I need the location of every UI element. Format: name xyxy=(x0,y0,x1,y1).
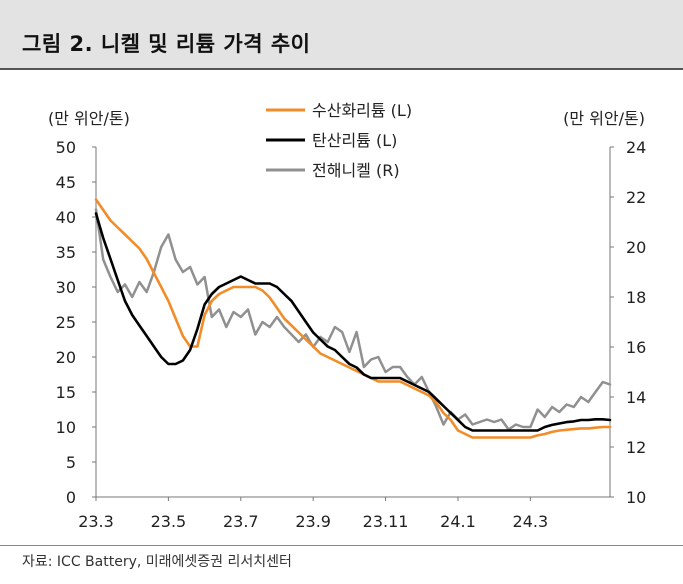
right-tick-label: 16 xyxy=(626,338,646,357)
right-tick-label: 18 xyxy=(626,288,646,307)
right-tick-label: 10 xyxy=(626,488,646,507)
left-tick-label: 40 xyxy=(56,208,76,227)
x-tick-label: 23.9 xyxy=(295,512,331,531)
right-axis-unit: (만 위안/톤) xyxy=(563,109,645,128)
chart-legend: 수산화리튬 (L) 탄산리튬 (L) 전해니켈 (R) xyxy=(266,101,412,180)
left-tick-label: 5 xyxy=(66,453,76,472)
title-bar: 그림 2. 니켈 및 리튬 가격 추이 xyxy=(0,0,683,70)
left-tick-label: 15 xyxy=(56,383,76,402)
series-lithium-carbonate-line xyxy=(94,212,612,432)
x-tick-label: 24.1 xyxy=(440,512,476,531)
left-tick-label: 50 xyxy=(56,138,76,157)
right-tick-label: 12 xyxy=(626,438,646,457)
left-tick-label: 35 xyxy=(56,243,76,262)
left-tick-label: 30 xyxy=(56,278,76,297)
right-tick-label: 22 xyxy=(626,188,646,207)
left-tick-label: 0 xyxy=(66,488,76,507)
left-axis-unit: (만 위안/톤) xyxy=(48,109,130,128)
series-nickel-line xyxy=(94,208,612,431)
right-tick-label: 24 xyxy=(626,138,646,157)
right-tick-label: 20 xyxy=(626,238,646,257)
chart-axes: 0 5 10 15 20 25 30 35 40 45 50 10 12 14 16 18 20 22 24 23.3… xyxy=(48,109,646,531)
x-tick-label: 23.7 xyxy=(223,512,259,531)
left-tick-label: 25 xyxy=(56,313,76,332)
x-tick-label: 23.11 xyxy=(363,512,409,531)
x-tick-label: 23.5 xyxy=(151,512,187,531)
left-tick-label: 10 xyxy=(56,418,76,437)
legend-lithium-carbonate-label: 탄산리튬 (L) xyxy=(312,131,397,150)
source-note: 자료: ICC Battery, 미래에셋증권 리서치센터 xyxy=(22,554,292,570)
left-tick-label: 20 xyxy=(56,348,76,367)
left-tick-label: 45 xyxy=(56,173,76,192)
x-tick-label: 24.3 xyxy=(513,512,549,531)
series-lithium-hydroxide-line xyxy=(94,198,612,439)
page-title: 그림 2. 니켈 및 리튬 가격 추이 xyxy=(22,32,311,56)
legend-lithium-hydroxide-label: 수산화리튬 (L) xyxy=(312,101,412,120)
source-divider xyxy=(0,545,683,546)
x-tick-label: 23.3 xyxy=(78,512,114,531)
chart-series xyxy=(94,198,612,439)
right-tick-label: 14 xyxy=(626,388,646,407)
legend-nickel-label: 전해니켈 (R) xyxy=(312,161,400,180)
